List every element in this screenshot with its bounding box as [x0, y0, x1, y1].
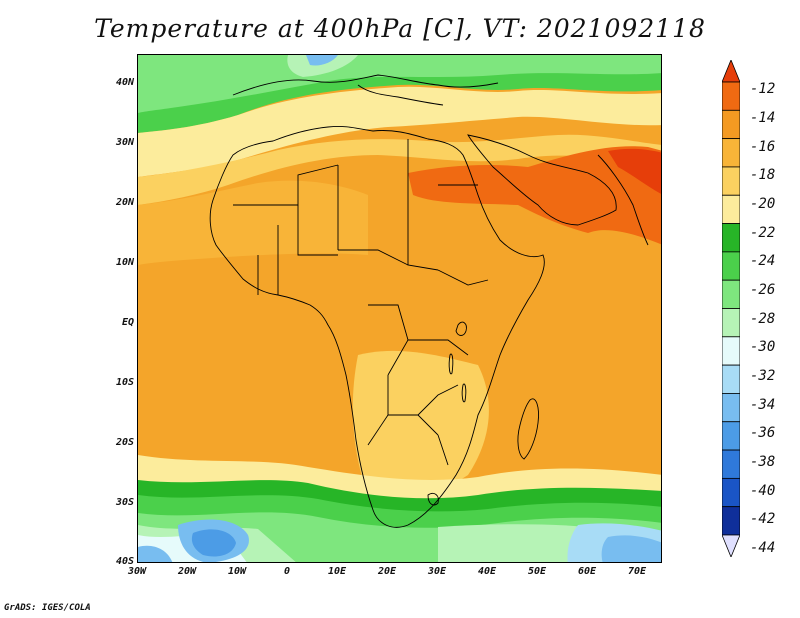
colorbar-segment [722, 477, 740, 508]
colorbar-segment [722, 166, 740, 196]
lat-label-30s: 30S [115, 497, 134, 508]
temperature-map [137, 54, 662, 563]
colorbar-segment [722, 449, 740, 479]
grads-credit: GrADS: IGES/COLA [4, 603, 91, 613]
lat-label-20n: 20N [115, 197, 134, 208]
lon-label-0: 0 [283, 566, 291, 577]
lon-label-10w: 10W [227, 566, 247, 577]
colorbar-segment [722, 223, 740, 253]
colorbar-label: -32 [750, 368, 776, 384]
lat-label-10n: 10N [115, 257, 134, 268]
colorbar-label: -42 [750, 511, 776, 527]
colorbar-label: -36 [750, 425, 776, 441]
lon-label-20e: 20E [377, 566, 397, 577]
colorbar-segment [722, 279, 740, 309]
colorbar-top-arrow [722, 60, 740, 83]
colorbar-label: -26 [750, 282, 776, 298]
lon-label-50e: 50E [527, 566, 547, 577]
temperature-field [138, 55, 661, 562]
lat-label-eq: EQ [121, 317, 134, 328]
lon-label-30e: 30E [427, 566, 447, 577]
colorbar-segment [722, 194, 740, 224]
lon-label-30w: 30W [127, 566, 147, 577]
colorbar-segment [722, 506, 740, 536]
lon-label-10e: 10E [327, 566, 347, 577]
lat-label-40s: 40S [115, 556, 134, 567]
colorbar-label: -34 [750, 397, 776, 413]
colorbar [722, 60, 740, 557]
lat-label-30n: 30N [115, 137, 134, 148]
map-title: Temperature at 400hPa [C], VT: 202109211… [94, 14, 706, 43]
colorbar-label: -40 [750, 483, 776, 499]
colorbar-label: -24 [750, 253, 776, 269]
lat-label-20s: 20S [115, 437, 134, 448]
colorbar-label: -20 [750, 196, 776, 212]
colorbar-segment [722, 109, 740, 140]
colorbar-segment [722, 393, 740, 423]
colorbar-label: -38 [750, 454, 776, 470]
colorbar-segment [722, 421, 740, 451]
colorbar-label: -22 [750, 225, 776, 241]
lat-label-10s: 10S [115, 377, 134, 388]
colorbar-segment [722, 251, 740, 281]
colorbar-label: -30 [750, 339, 776, 355]
lon-label-20w: 20W [177, 566, 197, 577]
colorbar-label: -18 [750, 167, 776, 183]
colorbar-label: -28 [750, 311, 776, 327]
colorbar-label: -14 [750, 110, 776, 126]
colorbar-label: -12 [750, 81, 776, 97]
colorbar-segment [722, 364, 740, 394]
colorbar-label: -44 [750, 540, 776, 556]
colorbar-label: -16 [750, 139, 776, 155]
lon-label-70e: 70E [627, 566, 647, 577]
colorbar-segment [722, 81, 740, 111]
colorbar-segment [722, 138, 740, 168]
colorbar-bottom-arrow [722, 534, 740, 557]
lon-label-60e: 60E [577, 566, 597, 577]
lat-label-40n: 40N [115, 77, 134, 88]
colorbar-segment [722, 308, 740, 338]
colorbar-segment [722, 336, 740, 366]
lon-label-40e: 40E [477, 566, 497, 577]
